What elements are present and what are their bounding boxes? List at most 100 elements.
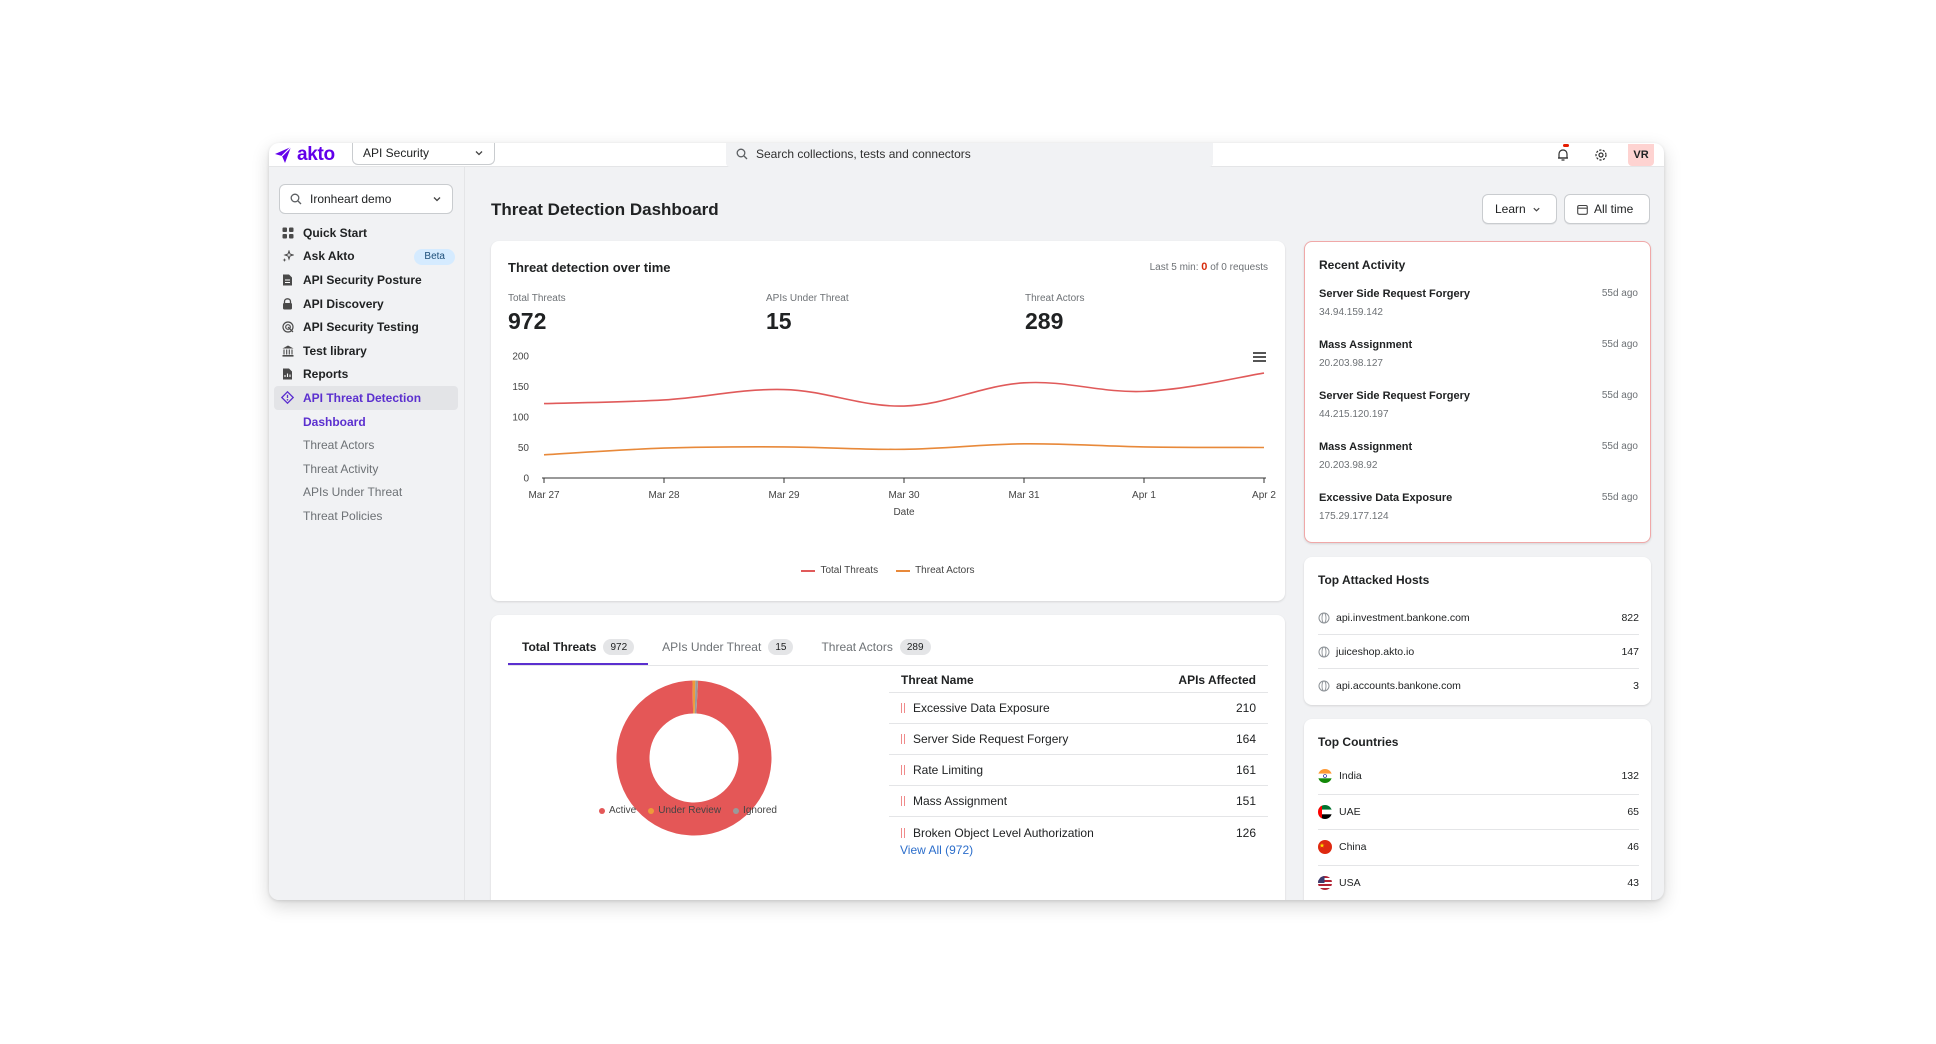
lock-icon (281, 297, 294, 310)
list-item[interactable]: Mass Assignment 20.203.98.92 55d ago (1319, 441, 1638, 492)
apis-affected: 210 (1235, 701, 1256, 715)
sidebar-subitem-apis-under-threat[interactable]: APIs Under Threat (303, 485, 403, 500)
tab-total-threats[interactable]: Total Threats 972 (508, 631, 649, 665)
threat-line-chart: 0 50 100 150 200 Mar 27 Mar 28 Mar 29 Mar 30 Mar … (512, 352, 1276, 519)
list-item[interactable]: India 132 (1318, 759, 1639, 795)
table-row[interactable]: Excessive Data Exposure 210 (889, 693, 1268, 724)
sidebar-subitem-threat-actors[interactable]: Threat Actors (303, 438, 375, 453)
host-name: juiceshop.akto.io (1336, 645, 1415, 658)
sidebar-item-reports[interactable]: Reports (269, 363, 465, 387)
legend-dot (648, 807, 655, 814)
severity-bar (901, 765, 905, 775)
threat-status-donut (616, 680, 772, 836)
breakdown-tabs: Total Threats 972 APIs Under Threat 15 T… (508, 631, 945, 665)
sidebar-item-test-library[interactable]: Test library (269, 339, 465, 363)
learn-button[interactable]: Learn (1482, 194, 1557, 224)
legend-label: Active (609, 805, 637, 816)
sidebar-item-label: API Discovery (303, 296, 384, 311)
chart-legend: Total Threats Threat Actors (491, 565, 1285, 576)
table-row[interactable]: Broken Object Level Authorization 126 (889, 817, 1268, 848)
table-row[interactable]: Rate Limiting 161 (889, 755, 1268, 786)
sidebar-subitem-threat-policies[interactable]: Threat Policies (303, 508, 383, 523)
sidebar: Ironheart demo Quick Start Ask Akto Beta… (269, 167, 465, 900)
activity-ip: 34.94.159.142 (1319, 307, 1383, 318)
settings-button[interactable] (1590, 144, 1612, 166)
list-item[interactable]: UAE 65 (1318, 795, 1639, 830)
tab-threat-actors[interactable]: Threat Actors 289 (807, 631, 944, 663)
list-item[interactable]: api.investment.bankone.com 822 (1318, 601, 1639, 635)
list-item[interactable]: juiceshop.akto.io 147 (1318, 635, 1639, 669)
table-row[interactable]: Mass Assignment 151 (889, 786, 1268, 817)
library-icon (281, 344, 294, 357)
sidebar-item-api-security-testing[interactable]: API Security Testing (269, 315, 465, 339)
chevron-down-icon (1533, 207, 1540, 212)
donut-slice-active[interactable] (616, 680, 772, 836)
recent-activity-card: Recent Activity Server Side Request Forg… (1304, 241, 1651, 543)
avatar[interactable]: VR (1628, 144, 1654, 166)
activity-ip: 175.29.177.124 (1319, 511, 1389, 522)
sidebar-item-api-security-posture[interactable]: API Security Posture (269, 268, 465, 292)
view-all-link[interactable]: View All (972) (900, 843, 974, 857)
x-tick-label: Mar 29 (768, 490, 800, 501)
top-icons: VR (1552, 143, 1654, 167)
y-tick-label: 150 (512, 382, 529, 393)
sidebar-subitem-dashboard[interactable]: Dashboard (303, 414, 366, 429)
top-attacked-hosts-card: Top Attacked Hosts api.investment.bankon… (1304, 557, 1651, 705)
country-name: China (1339, 841, 1367, 854)
tab-label: Threat Actors (821, 640, 893, 654)
list-item[interactable]: USA 43 (1318, 866, 1639, 901)
metric-value: 972 (508, 308, 547, 334)
globe-icon (1318, 612, 1330, 623)
donut-legend-ignored[interactable]: Ignored (733, 805, 777, 816)
akto-logo[interactable]: akto (273, 144, 335, 166)
x-tick-label: Apr 2 (1252, 490, 1276, 501)
sidebar-item-api-threat-detection[interactable]: API Threat Detection (274, 386, 458, 410)
column-header-apis-affected[interactable]: APIs Affected (1178, 672, 1256, 687)
recent-activity-title: Recent Activity (1319, 258, 1406, 272)
legend-item-total-threats[interactable]: Total Threats (801, 565, 878, 576)
x-tick-label: Apr 1 (1132, 490, 1156, 501)
donut-legend-active[interactable]: Active (599, 805, 636, 816)
list-item[interactable]: api.accounts.bankone.com 3 (1318, 669, 1639, 703)
apis-affected: 151 (1235, 794, 1256, 808)
chart-card-title: Threat detection over time (508, 260, 671, 275)
list-item[interactable]: Server Side Request Forgery 44.215.120.1… (1319, 390, 1638, 441)
time-range-button[interactable]: All time (1564, 194, 1650, 224)
search-placeholder: Search collections, tests and connectors (756, 147, 971, 161)
host-name: api.investment.bankone.com (1336, 611, 1470, 624)
donut-legend-under-review[interactable]: Under Review (648, 805, 721, 816)
threat-name: Server Side Request Forgery (913, 732, 1069, 746)
notifications-button[interactable] (1552, 144, 1574, 166)
country-name: India (1339, 770, 1362, 783)
list-item[interactable]: China 46 (1318, 830, 1639, 866)
list-item[interactable]: Server Side Request Forgery 34.94.159.14… (1319, 288, 1638, 339)
list-item[interactable]: Mass Assignment 20.203.98.127 55d ago (1319, 339, 1638, 390)
grid-icon (281, 226, 294, 239)
sidebar-subitem-threat-activity[interactable]: Threat Activity (303, 461, 379, 476)
table-row[interactable]: Server Side Request Forgery 164 (889, 724, 1268, 755)
sidebar-item-ask-akto[interactable]: Ask Akto Beta (269, 245, 465, 269)
india-flag-icon (1318, 769, 1332, 784)
column-header-threat-name[interactable]: Threat Name (901, 672, 974, 687)
sidebar-item-quick-start[interactable]: Quick Start (269, 221, 465, 245)
top-bar: akto API Security Search collections, te… (269, 143, 1664, 167)
legend-swatch (801, 569, 816, 572)
product-select[interactable]: API Security (352, 143, 495, 165)
country-count: 65 (1627, 805, 1639, 818)
host-count: 822 (1621, 611, 1639, 624)
global-search-input[interactable]: Search collections, tests and connectors (726, 143, 1213, 167)
chart-menu-icon (1253, 352, 1266, 354)
activity-name: Mass Assignment (1319, 339, 1413, 351)
series-line-total-threats (543, 372, 1265, 407)
legend-item-threat-actors[interactable]: Threat Actors (896, 565, 975, 576)
tab-count-badge: 289 (899, 639, 931, 655)
tab-apis-under-threat[interactable]: APIs Under Threat 15 (648, 631, 807, 663)
metric-label: Total Threats (508, 293, 566, 304)
host-count: 147 (1621, 645, 1639, 658)
list-item[interactable]: Excessive Data Exposure 175.29.177.124 5… (1319, 492, 1638, 543)
document-icon (281, 273, 294, 286)
sidebar-item-label: Reports (303, 367, 349, 382)
collection-select[interactable]: Ironheart demo (279, 184, 453, 214)
activity-time: 55d ago (1601, 390, 1638, 401)
sidebar-item-api-discovery[interactable]: API Discovery (269, 292, 465, 316)
